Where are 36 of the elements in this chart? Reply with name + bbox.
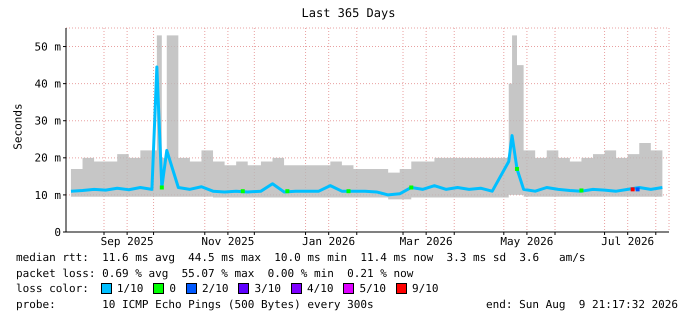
point	[630, 187, 635, 192]
point	[346, 189, 350, 194]
x-tick-label: May 2026	[500, 234, 554, 248]
text: packet loss: 0.69 % avg 55.07 % max 0.00 % min 0.21 % now	[16, 266, 414, 281]
x-tick-label: Jul 2026	[601, 234, 654, 248]
y-tick-label: 20 m	[34, 152, 62, 165]
legend-label: 2/10	[202, 281, 228, 296]
text: end: Sun Aug 9 21:17:32 2026	[486, 296, 678, 312]
legend-title: loss color:	[16, 281, 89, 296]
legend-label: 1/10	[116, 281, 144, 296]
line-series	[69, 65, 664, 196]
text: median rtt: 11.6 ms avg 44.5 ms max 10.0 ms min 11.4 ms now 3.3 ms sd 3.6 am/s	[16, 250, 587, 266]
legend-label: 4/10	[306, 281, 334, 296]
y-axis-title: Seconds	[12, 102, 24, 152]
y-tick-label: 0	[54, 226, 61, 239]
x-tick-label: Sep 2025	[100, 234, 154, 248]
point	[636, 187, 640, 192]
point	[515, 166, 520, 171]
point	[285, 189, 290, 194]
legend-label: 9/10	[412, 281, 438, 296]
point	[409, 185, 414, 190]
text: probe: 10 ICMP Echo Pings (500 Bytes) every 300s	[16, 296, 375, 312]
legend-label: 5/10	[359, 281, 386, 296]
chart-title: Last 365 Days	[300, 6, 396, 20]
y-tick-label: 40 m	[34, 78, 62, 91]
point	[160, 185, 164, 190]
y-tick-label: 30 m	[34, 114, 62, 128]
point	[240, 189, 245, 194]
y-tick-label: 10 m	[34, 188, 62, 202]
y-tick-label: 50 m	[34, 40, 62, 54]
x-tick-label: Nov 2025	[201, 234, 254, 248]
x-tick-label: Mar 2026	[400, 234, 453, 248]
legend-label: 3/10	[254, 281, 281, 296]
point	[579, 188, 584, 192]
legend-label: 0	[169, 281, 176, 296]
x-tick-label: Jan 2026	[302, 234, 356, 248]
